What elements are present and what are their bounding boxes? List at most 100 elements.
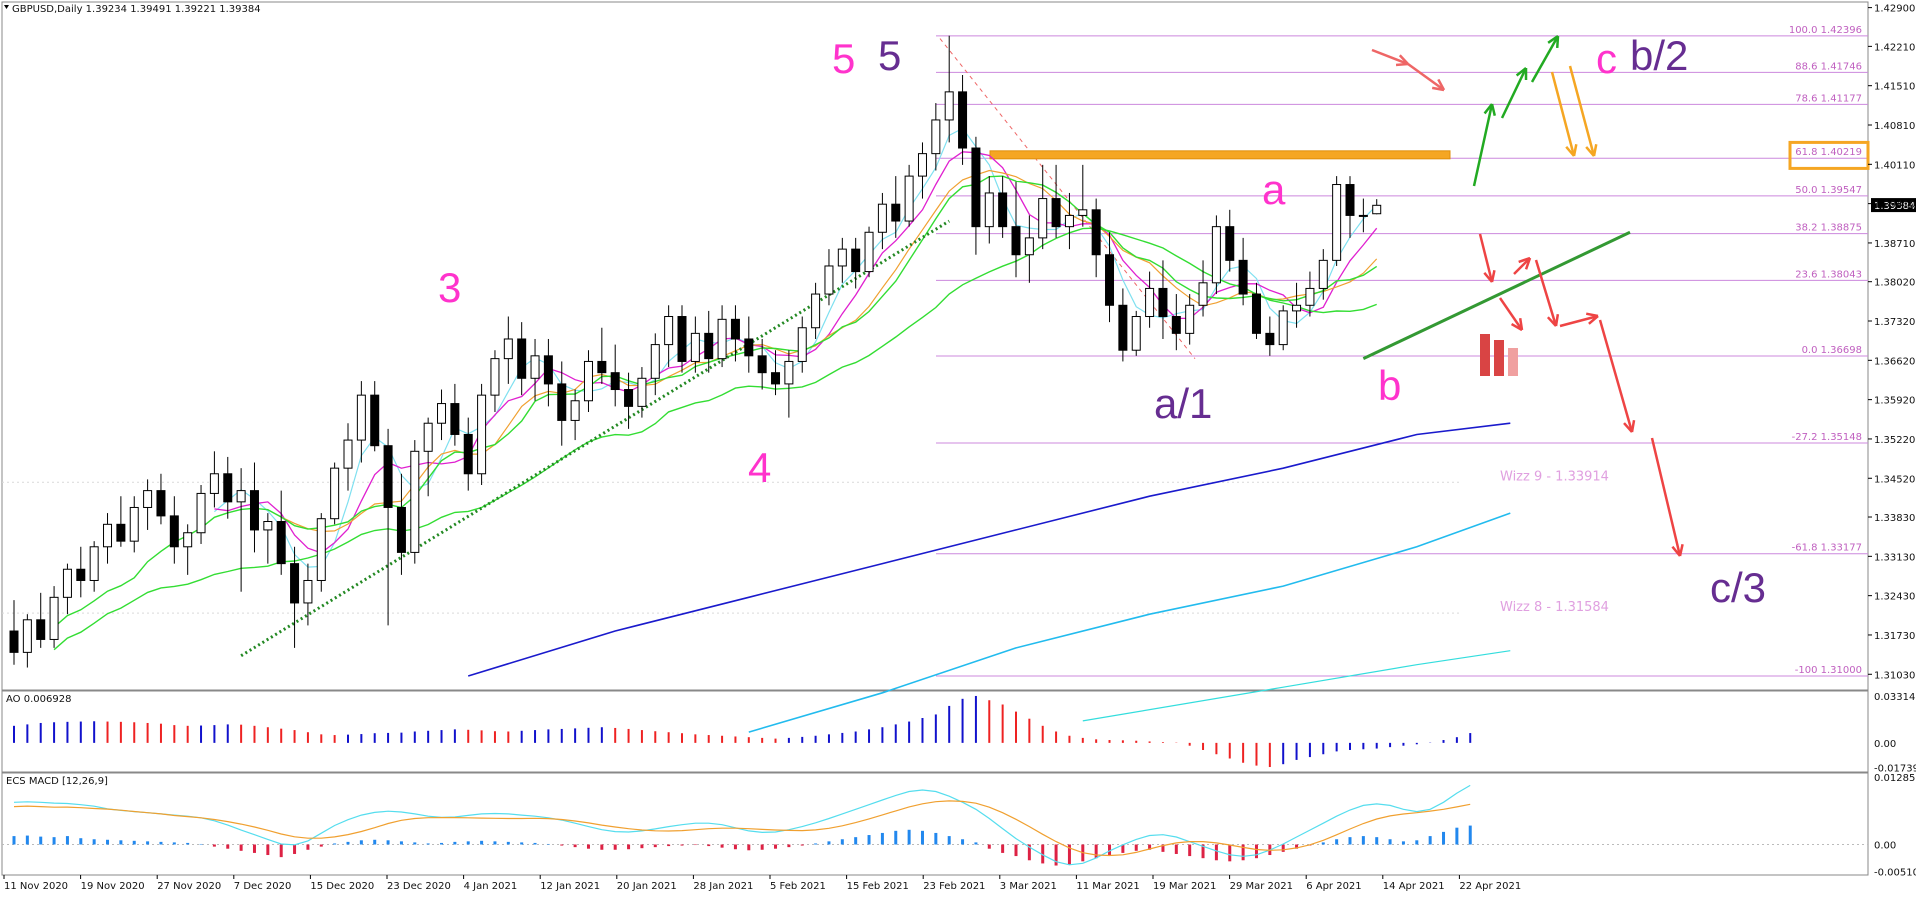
ao-axis-label: 0.00 [1874, 739, 1896, 750]
current-price-box [1871, 198, 1916, 213]
ao-axis-label: -0.017396 [1874, 764, 1916, 775]
candle-up [917, 153, 927, 177]
candle-up [356, 394, 366, 441]
candle-down [998, 192, 1008, 228]
wave-label: a/1 [1154, 380, 1212, 427]
candle-up [570, 400, 580, 421]
candle-up [89, 546, 99, 581]
candle-up [437, 403, 447, 424]
date-axis-tick-label: 7 Dec 2020 [234, 881, 292, 892]
dotted-trendline [240, 219, 950, 658]
ma-cyan-long [748, 512, 1511, 733]
candle-up [209, 473, 219, 494]
candle-up [1318, 259, 1328, 289]
candle-up [583, 360, 593, 402]
current-price-label: 1.39384 [1874, 201, 1915, 212]
candle-down [704, 332, 714, 360]
bearish-arrow-head [1518, 256, 1532, 270]
bearish-arrow [1598, 319, 1634, 433]
candle-up [1358, 214, 1368, 217]
ma-teal-long [1082, 650, 1511, 722]
candle-up [944, 91, 954, 121]
candle-down [290, 563, 300, 604]
price-axis-tick-label: 1.33130 [1874, 552, 1915, 563]
candle-up [1278, 310, 1288, 346]
candle-up [931, 119, 941, 155]
candle-down [1051, 198, 1061, 228]
candle-down [1118, 304, 1128, 351]
red-bar-icon [1480, 334, 1490, 376]
candle-down [1011, 226, 1021, 256]
candle-up [984, 192, 994, 228]
candle-up [877, 203, 887, 233]
candle-up [1372, 204, 1382, 215]
candle-up [62, 568, 72, 598]
price-axis-tick-label: 1.33830 [1874, 513, 1915, 524]
candle-up [263, 521, 273, 531]
red-bar-icon [1508, 348, 1518, 376]
candle-up [1198, 282, 1208, 306]
bearish-arrow [1534, 259, 1558, 327]
candle-down [116, 523, 126, 542]
macd-line [13, 784, 1471, 866]
price-axis-tick-label: 1.31030 [1874, 670, 1915, 681]
candle-up [1038, 198, 1048, 239]
candle-down [597, 360, 607, 374]
ao-axis-label: 0.033142 [1874, 692, 1916, 703]
price-axis-tick-label: 1.41510 [1874, 82, 1915, 93]
date-axis-tick-label: 23 Dec 2020 [387, 881, 451, 892]
candle-up [1305, 287, 1315, 306]
red-zigzag-arrow [1407, 62, 1445, 92]
candle-up [236, 490, 246, 503]
wizz-label: Wizz 9 - 1.33914 [1500, 469, 1609, 484]
wave-label: a [1262, 166, 1286, 213]
price-axis-tick-label: 1.38710 [1874, 239, 1915, 250]
candle-down [383, 445, 393, 508]
candle-down [1345, 184, 1355, 216]
fib-level-label: 78.6 1.41177 [1795, 93, 1862, 104]
macd-label: ECS MACD [12,26,9] [6, 776, 108, 787]
candle-down [851, 248, 861, 273]
price-axis-tick-label: 1.32430 [1874, 592, 1915, 603]
header-dropdown-icon [4, 5, 9, 9]
candle-up [1332, 184, 1342, 261]
candle-up [410, 450, 420, 553]
macd-signal-line [13, 800, 1471, 857]
date-axis-tick-label: 6 Apr 2021 [1306, 881, 1361, 892]
wave-label: c/3 [1710, 564, 1766, 611]
fib-level-label: -27.2 1.35148 [1792, 432, 1862, 443]
candle-up [1078, 209, 1088, 216]
bearish-arrow-head [1546, 313, 1560, 327]
main-panel-frame [1, 1, 1869, 691]
resistance-zone [989, 150, 1451, 160]
pullback-arrow-head [1585, 143, 1598, 157]
candle-down [249, 490, 259, 531]
candle-down [9, 630, 19, 653]
candle-down [730, 318, 740, 340]
wizz-label: Wizz 8 - 1.31584 [1500, 600, 1609, 615]
candle-down [517, 338, 527, 379]
candle-down [744, 338, 754, 357]
date-axis-tick-label: 15 Feb 2021 [847, 881, 909, 892]
date-axis-tick-label: 19 Mar 2021 [1153, 881, 1216, 892]
price-axis-tick-label: 1.31730 [1874, 631, 1915, 642]
candle-down [971, 147, 981, 228]
bullish-arrow-head [1515, 67, 1528, 81]
price-axis-tick-label: 1.38020 [1874, 278, 1915, 289]
candle-down [543, 355, 553, 385]
candle-down [169, 515, 179, 548]
candle-down [891, 203, 901, 222]
date-axis-tick-label: 4 Jan 2021 [464, 881, 518, 892]
candle-up [22, 619, 32, 653]
wave-label: c [1596, 35, 1617, 82]
bullish-arrow-head [1547, 34, 1560, 49]
candle-down [1091, 209, 1101, 256]
candle-down [557, 383, 567, 421]
candle-up [824, 265, 834, 295]
pullback-arrow [1550, 71, 1576, 157]
candle-down [1251, 293, 1261, 334]
date-axis-tick-label: 29 Mar 2021 [1230, 881, 1293, 892]
candle-up [864, 231, 874, 273]
macd-axis-label: 0.00 [1874, 841, 1896, 852]
bearish-arrow [1650, 437, 1682, 557]
